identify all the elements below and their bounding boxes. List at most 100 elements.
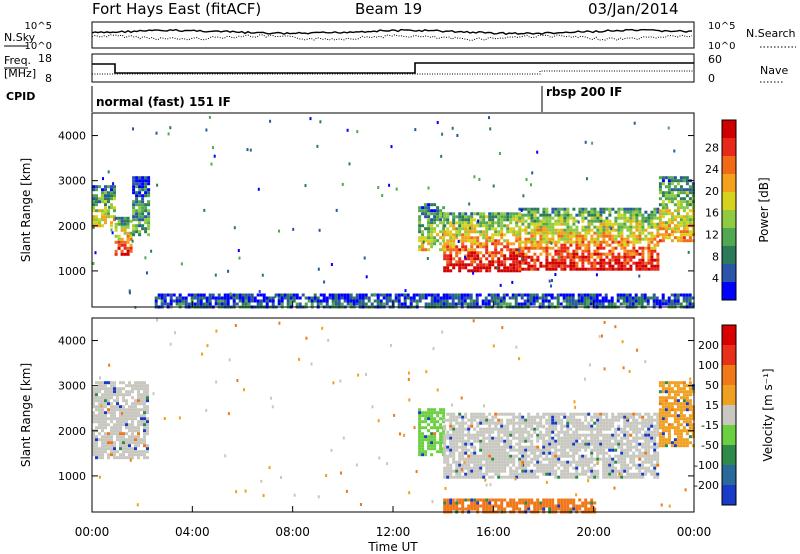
echo-cell — [673, 396, 677, 400]
echo-cell — [590, 240, 594, 244]
echo-cell — [214, 273, 217, 277]
echo-cell — [526, 302, 530, 306]
echo-cell — [664, 236, 668, 240]
echo-cell — [530, 258, 534, 262]
echo-cell — [691, 405, 695, 409]
echo-cell — [107, 396, 110, 400]
echo-cell — [569, 216, 573, 220]
echo-cell — [581, 258, 585, 262]
echo-cell — [617, 439, 621, 443]
echo-cell — [530, 498, 534, 502]
echo-cell — [518, 267, 522, 271]
echo-cell — [661, 402, 665, 406]
echo-cell — [467, 418, 471, 422]
echo-cell — [418, 408, 422, 412]
echo-cell — [184, 296, 188, 300]
echo-cell — [595, 302, 599, 306]
echo-cell — [503, 269, 507, 273]
echo-cell — [581, 433, 585, 437]
echo-cell — [301, 293, 305, 297]
echo-cell — [147, 227, 151, 231]
echo-cell — [409, 302, 413, 306]
echo-cell — [590, 237, 594, 241]
echo-cell — [545, 234, 549, 238]
echo-cell — [343, 296, 347, 300]
echo-cell — [461, 498, 465, 502]
echo-cell — [461, 433, 465, 437]
echo-cell — [557, 504, 561, 508]
echo-cell — [146, 432, 149, 436]
echo-cell — [673, 417, 677, 421]
echo-cell — [110, 420, 113, 424]
echo-cell — [346, 296, 350, 300]
echo-cell — [527, 264, 531, 268]
echo-cell — [605, 472, 609, 476]
echo-cell — [685, 239, 689, 243]
echo-cell — [497, 454, 501, 458]
echo-cell — [548, 457, 552, 461]
echo-cell — [473, 251, 477, 255]
echo-cell — [95, 396, 98, 400]
echo-cell — [119, 444, 122, 448]
y-tick-label: 3000 — [58, 380, 86, 393]
echo-cell — [393, 413, 396, 417]
echo-cell — [629, 264, 633, 268]
echo-cell — [670, 293, 674, 297]
colorbar-tick-label: -50 — [701, 439, 719, 452]
echo-cell — [542, 234, 546, 238]
echo-cell — [551, 454, 555, 458]
echo-cell — [667, 381, 671, 385]
echo-cell — [560, 207, 564, 211]
echo-cell — [524, 237, 528, 241]
echo-cell — [511, 280, 514, 284]
echo-cell — [111, 231, 114, 235]
echo-cell — [578, 442, 582, 446]
echo-cell — [685, 200, 689, 204]
echo-cell — [451, 302, 455, 306]
echo-cell — [581, 207, 585, 211]
noise-panel-frame — [91, 21, 695, 49]
echo-cell — [573, 400, 576, 404]
echo-cell — [548, 466, 552, 470]
echo-cell — [418, 447, 422, 451]
colorbar-frame — [721, 119, 737, 301]
echo-cell — [617, 213, 621, 217]
echo-cell — [482, 224, 486, 228]
echo-cell — [470, 218, 474, 222]
y-tick-label: 1000 — [58, 265, 86, 278]
echo-cell — [667, 221, 671, 225]
echo-cell — [532, 293, 536, 297]
echo-cell — [617, 210, 621, 214]
echo-cell — [119, 438, 122, 442]
echo-cell — [548, 439, 552, 443]
echo-cell — [497, 466, 501, 470]
echo-cell — [614, 228, 618, 232]
echo-cell — [676, 203, 680, 207]
echo-cell — [122, 447, 125, 451]
echo-cell — [560, 246, 564, 250]
echo-cell — [217, 299, 221, 303]
echo-cell — [560, 222, 564, 226]
echo-cell — [491, 475, 495, 479]
echo-cell — [586, 293, 590, 297]
echo-cell — [527, 504, 531, 508]
echo-cell — [455, 498, 459, 502]
echo-cell — [664, 209, 668, 213]
echo-cell — [337, 296, 341, 300]
echo-cell — [566, 475, 570, 479]
echo-cell — [605, 412, 609, 416]
echo-cell — [95, 450, 98, 454]
echo-cell — [658, 203, 662, 207]
echo-cell — [548, 415, 552, 419]
echo-cell — [560, 216, 564, 220]
echo-cell — [128, 393, 131, 397]
echo-cell — [548, 246, 552, 250]
echo-cell — [446, 448, 450, 452]
echo-cell — [163, 302, 167, 306]
echo-cell — [558, 255, 561, 259]
echo-cell — [548, 427, 552, 431]
echo-cell — [421, 206, 425, 210]
echo-cell — [349, 293, 353, 297]
echo-cell — [545, 427, 549, 431]
echo-cell — [427, 233, 431, 237]
